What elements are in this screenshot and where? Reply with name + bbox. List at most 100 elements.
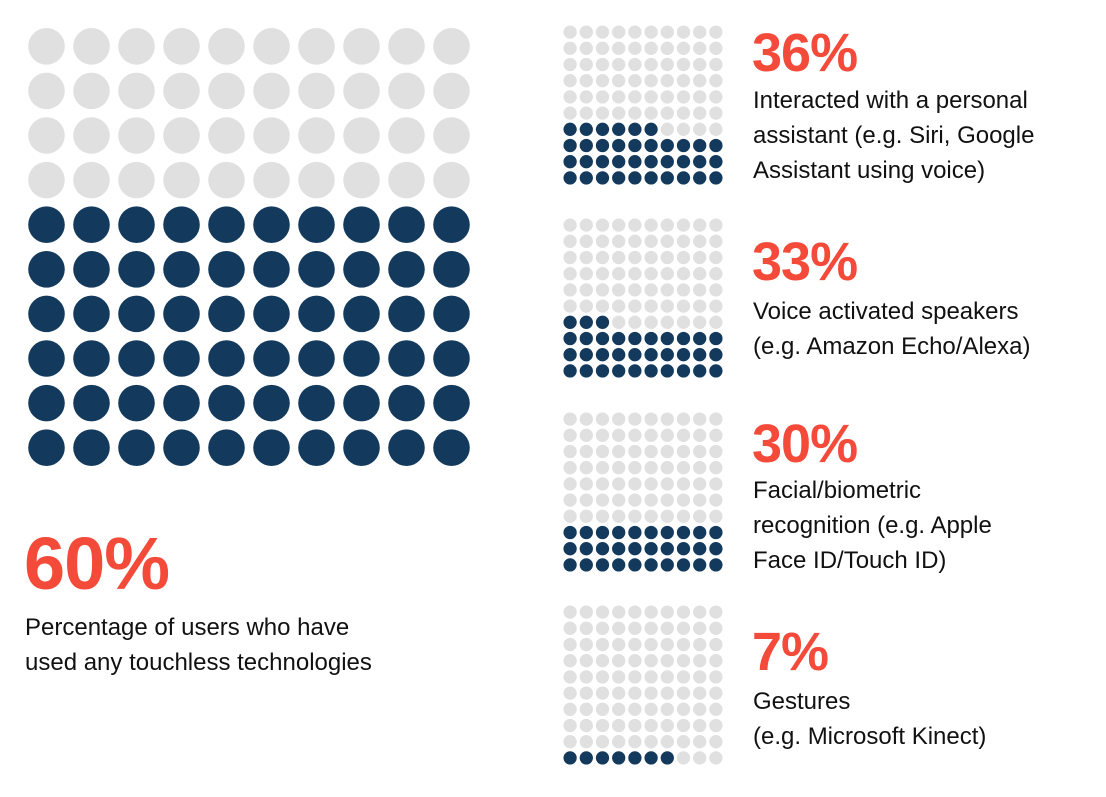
gestures-waffle-dot-empty xyxy=(660,718,674,733)
gestures-waffle-dot-empty xyxy=(693,621,707,635)
main-waffle-dot-empty xyxy=(253,72,290,110)
facial-biometric-waffle-dot-empty xyxy=(660,477,674,491)
personal-assistant-line-2: assistant (e.g. Siri, Google xyxy=(753,122,1035,149)
main-waffle-dot-empty xyxy=(388,117,425,154)
main-waffle-dot-filled xyxy=(298,340,335,377)
main-waffle-dot-filled xyxy=(163,251,200,288)
main-waffle-dot-filled xyxy=(433,429,470,466)
gestures-waffle-dot-empty xyxy=(563,686,577,700)
voice-speakers-percentage: 33% xyxy=(752,232,858,292)
facial-biometric-waffle-dot-empty xyxy=(579,493,593,507)
voice-speakers-waffle-dot-filled xyxy=(644,348,658,362)
gestures-waffle-dot-empty xyxy=(644,686,658,700)
gestures-waffle-dot-empty xyxy=(563,654,577,668)
voice-speakers-waffle-dot-empty xyxy=(579,299,593,313)
waffle-chart-main xyxy=(28,28,470,466)
gestures-waffle-dot-empty xyxy=(644,718,658,733)
personal-assistant-waffle-dot-empty xyxy=(693,106,707,120)
personal-assistant-waffle-dot-empty xyxy=(644,57,658,72)
facial-biometric-waffle-dot-empty xyxy=(628,444,642,459)
personal-assistant-waffle-dot-filled xyxy=(693,155,707,169)
gestures-waffle-dot-empty xyxy=(709,735,723,749)
facial-biometric-waffle-dot-empty xyxy=(693,477,707,491)
main-waffle-dot-empty xyxy=(253,28,290,65)
main-waffle-dot-filled xyxy=(28,429,65,466)
facial-biometric-waffle-dot-empty xyxy=(676,477,691,491)
main-waffle-dot-filled xyxy=(73,340,110,377)
main-waffle-dot-filled xyxy=(118,384,155,422)
voice-speakers-waffle-dot-empty xyxy=(693,218,707,232)
personal-assistant-line-1: Interacted with a personal xyxy=(753,87,1028,114)
gestures-waffle-dot-empty xyxy=(693,686,707,700)
main-waffle-dot-filled xyxy=(298,206,335,243)
main-waffle-dot-filled xyxy=(28,384,65,422)
main-waffle-dot-filled xyxy=(343,340,380,377)
voice-speakers-waffle-dot-filled xyxy=(628,331,642,346)
voice-speakers-waffle-dot-empty xyxy=(563,250,577,265)
gestures-waffle-dot-filled xyxy=(644,751,658,765)
gestures-waffle-dot-empty xyxy=(628,637,642,652)
main-description-line-2: used any touchless technologies xyxy=(25,649,372,676)
main-waffle-dot-empty xyxy=(388,72,425,110)
gestures-waffle-dot-empty xyxy=(693,654,707,668)
voice-speakers-waffle-dot-empty xyxy=(644,218,658,232)
gestures-waffle-dot-empty xyxy=(612,621,626,635)
personal-assistant-waffle-dot-empty xyxy=(628,74,642,88)
voice-speakers-waffle-dot-empty xyxy=(709,250,723,265)
personal-assistant-waffle-dot-empty xyxy=(612,41,626,55)
main-waffle-dot-filled xyxy=(118,206,155,243)
personal-assistant-waffle-dot-empty xyxy=(644,90,658,104)
main-waffle-dot-empty xyxy=(163,117,200,154)
voice-speakers-waffle-dot-filled xyxy=(563,364,577,378)
gestures-waffle-dot-empty xyxy=(595,637,610,652)
voice-speakers-waffle-dot-filled xyxy=(628,364,642,378)
personal-assistant-waffle-dot-filled xyxy=(612,122,626,136)
gestures-waffle-dot-empty xyxy=(595,654,610,668)
facial-biometric-waffle-dot-empty xyxy=(628,412,642,426)
facial-biometric-waffle-dot-empty xyxy=(579,477,593,491)
gestures-waffle-dot-empty xyxy=(579,605,593,619)
voice-speakers-waffle-dot-empty xyxy=(693,250,707,265)
personal-assistant-waffle-dot-filled xyxy=(563,122,577,136)
voice-speakers-waffle-dot-empty xyxy=(693,283,707,297)
gestures-waffle-dot-empty xyxy=(579,686,593,700)
voice-speakers-waffle-dot-filled xyxy=(693,348,707,362)
personal-assistant-waffle-dot-filled xyxy=(709,171,723,185)
gestures-waffle-dot-empty xyxy=(563,718,577,733)
main-waffle-dot-filled xyxy=(433,295,470,333)
voice-speakers-waffle-dot-empty xyxy=(644,283,658,297)
facial-biometric-waffle-dot-empty xyxy=(579,509,593,523)
voice-speakers-waffle-dot-empty xyxy=(579,283,593,297)
facial-biometric-waffle-dot-empty xyxy=(628,428,642,442)
facial-biometric-waffle-dot-empty xyxy=(612,412,626,426)
personal-assistant-waffle-dot-filled xyxy=(563,138,577,153)
personal-assistant-waffle-dot-empty xyxy=(709,106,723,120)
main-waffle-dot-empty xyxy=(298,72,335,110)
facial-biometric-waffle-dot-empty xyxy=(676,444,691,459)
facial-biometric-waffle-dot-filled xyxy=(628,542,642,556)
personal-assistant-waffle-dot-filled xyxy=(644,155,658,169)
personal-assistant-waffle-dot-filled xyxy=(660,155,674,169)
voice-speakers-waffle-dot-empty xyxy=(628,299,642,313)
main-waffle-dot-filled xyxy=(388,251,425,288)
main-waffle-dot-filled xyxy=(163,429,200,466)
facial-biometric-line-3: Face ID/Touch ID) xyxy=(753,547,947,574)
facial-biometric-waffle-dot-empty xyxy=(563,412,577,426)
personal-assistant-waffle-dot-filled xyxy=(579,138,593,153)
gestures-waffle-dot-empty xyxy=(644,637,658,652)
personal-assistant-waffle-dot-filled xyxy=(579,171,593,185)
personal-assistant-waffle-dot-empty xyxy=(563,74,577,88)
main-waffle-dot-empty xyxy=(73,161,110,199)
gestures-waffle-dot-empty xyxy=(676,654,691,668)
facial-biometric-line-2: recognition (e.g. Apple xyxy=(753,512,992,539)
main-waffle-dot-filled xyxy=(73,384,110,422)
voice-speakers-waffle-dot-empty xyxy=(693,315,707,329)
facial-biometric-waffle-dot-empty xyxy=(628,493,642,507)
gestures-description: Gestures (e.g. Microsoft Kinect) xyxy=(753,684,986,754)
gestures-waffle-dot-filled xyxy=(660,751,674,765)
main-waffle-dot-empty xyxy=(433,72,470,110)
main-waffle-dot-empty xyxy=(433,117,470,154)
personal-assistant-waffle-dot-filled xyxy=(579,122,593,136)
voice-speakers-waffle-dot-filled xyxy=(612,348,626,362)
main-waffle-dot-filled xyxy=(253,340,290,377)
